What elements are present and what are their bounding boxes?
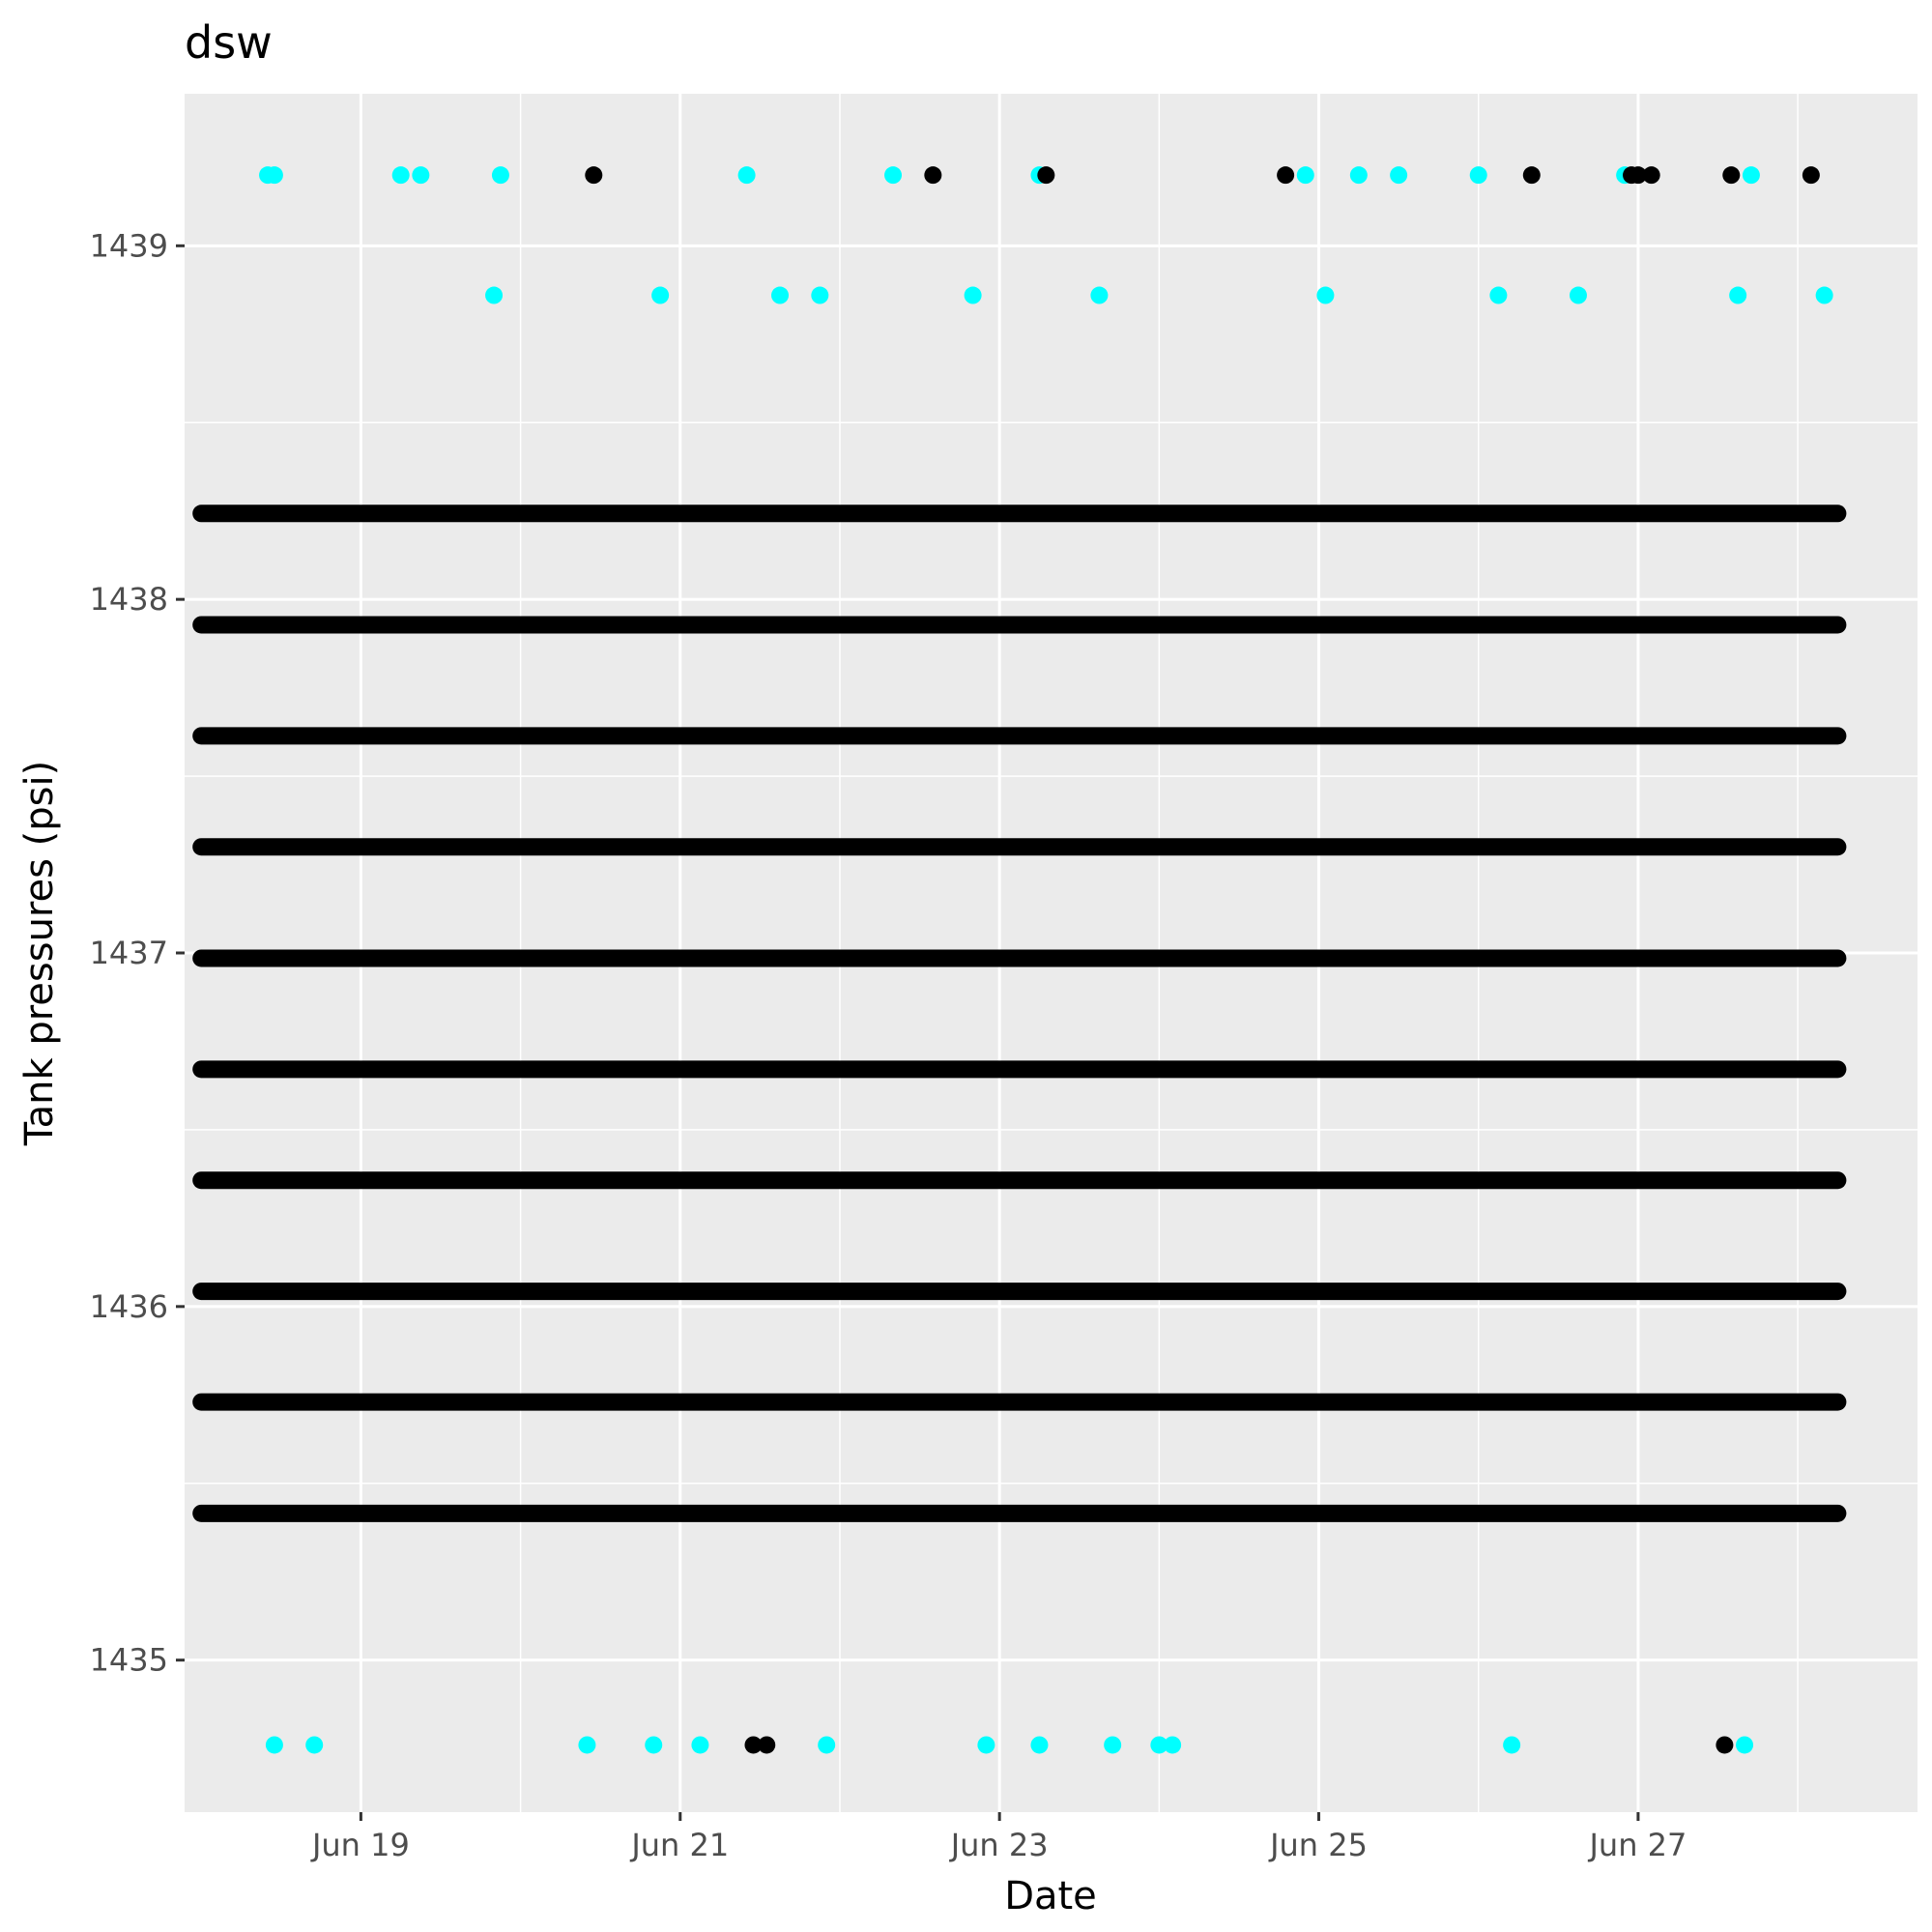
data-point (1629, 166, 1647, 185)
data-point (744, 1736, 763, 1754)
data-point (771, 286, 790, 304)
data-point (691, 1736, 709, 1754)
data-point (485, 286, 504, 304)
y-tick-label: 1435 (90, 1642, 168, 1679)
data-point (1489, 286, 1508, 304)
data-point (651, 286, 670, 304)
x-tick-label: Jun 25 (1268, 1827, 1368, 1863)
data-point (964, 286, 982, 304)
data-point (737, 166, 756, 185)
data-point (1164, 1736, 1182, 1754)
data-point (1349, 166, 1368, 185)
data-point (1815, 286, 1833, 304)
axes: 1435 1436 1437 1438 1439 Jun 19 Jun 21 Jun 23 Ju… (90, 227, 1687, 1863)
data-point (1030, 1736, 1049, 1754)
x-tick-label: Jun 19 (310, 1827, 410, 1863)
data-point (818, 1736, 836, 1754)
data-point (1522, 166, 1541, 185)
data-point (645, 1736, 663, 1754)
data-point (1742, 166, 1760, 185)
data-point (1390, 166, 1408, 185)
data-point (1716, 1736, 1734, 1754)
x-tick-label: Jun 21 (629, 1827, 729, 1863)
x-tick-label: Jun 27 (1587, 1827, 1687, 1863)
data-points (192, 166, 1847, 1754)
data-point (811, 286, 829, 304)
data-point (1722, 166, 1741, 185)
data-point (265, 166, 283, 185)
data-point (1503, 1736, 1521, 1754)
data-point (1569, 286, 1587, 304)
data-point (491, 166, 509, 185)
data-point (1802, 166, 1820, 185)
y-tick-label: 1439 (90, 227, 168, 264)
data-point (1729, 286, 1747, 304)
data-point (1037, 166, 1055, 185)
data-point (1642, 166, 1660, 185)
y-tick-label: 1438 (90, 581, 168, 618)
data-point (924, 166, 942, 185)
data-point (305, 1736, 324, 1754)
x-tick-label: Jun 23 (949, 1827, 1049, 1863)
data-point (884, 166, 903, 185)
data-point (578, 1736, 596, 1754)
data-point (758, 1736, 776, 1754)
data-point (391, 166, 410, 185)
data-point (585, 166, 603, 185)
data-point (1150, 1736, 1168, 1754)
data-point (1104, 1736, 1122, 1754)
y-axis-title: Tank pressures (psi) (17, 761, 62, 1146)
data-point (1296, 166, 1314, 185)
y-tick-label: 1436 (90, 1288, 168, 1325)
data-point (1316, 286, 1335, 304)
data-point (1090, 286, 1109, 304)
data-point (412, 166, 430, 185)
y-tick-label: 1437 (90, 935, 168, 971)
x-axis-title: Date (1004, 1874, 1097, 1918)
data-point (977, 1736, 995, 1754)
data-point (1277, 166, 1295, 185)
data-point (265, 1736, 283, 1754)
data-point (1736, 1736, 1754, 1754)
data-point (1469, 166, 1487, 185)
chart-title: dsw (185, 16, 273, 69)
